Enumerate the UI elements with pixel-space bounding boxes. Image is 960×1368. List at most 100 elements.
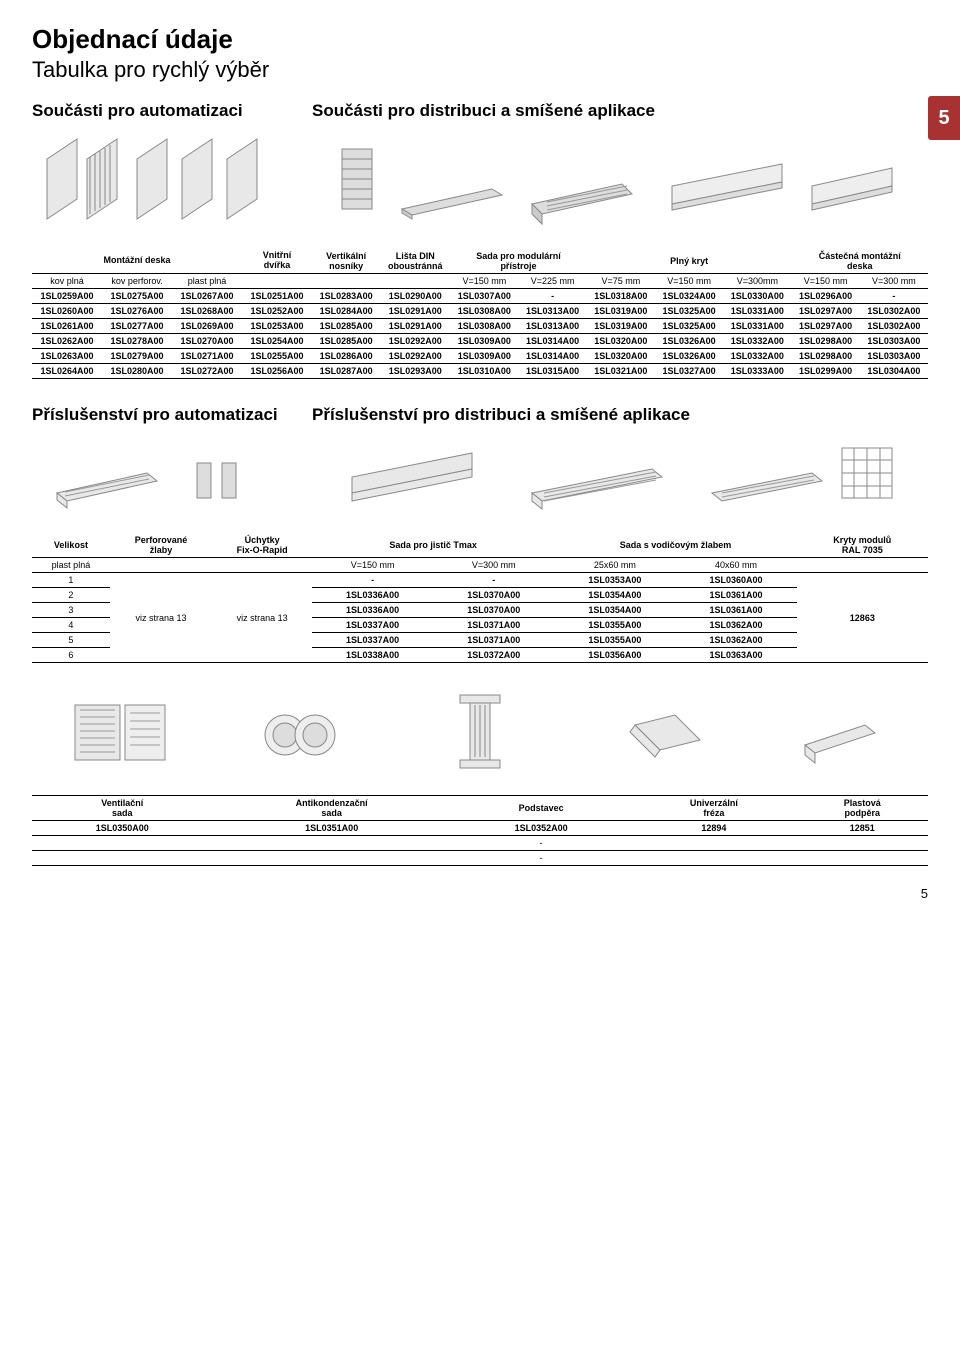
- panels-icon: [37, 129, 307, 239]
- cell: 1SL0309A00: [450, 334, 518, 349]
- lbl: Plastová podpěra: [796, 796, 928, 821]
- subhdr: V=150 mm: [450, 274, 518, 289]
- cell: 1SL0286A00: [312, 349, 380, 364]
- ventilation-icon: [65, 685, 175, 785]
- cell: 1SL0372A00: [433, 648, 554, 663]
- cell: 1SL0285A00: [312, 334, 380, 349]
- cell: 1SL0371A00: [433, 633, 554, 648]
- cell: 1SL0256A00: [242, 363, 312, 378]
- section3: Ventilační sada Antikondenzační sada Pod…: [32, 685, 928, 866]
- subhdr: plast plná: [172, 273, 242, 288]
- section2-right-title: Příslušenství pro distribuci a smíšené a…: [312, 405, 928, 425]
- cell: 1SL0337A00: [312, 618, 433, 633]
- hdr: Sada s vodičovým žlabem: [554, 533, 796, 558]
- hdr: Kryty modulů RAL 7035: [797, 533, 928, 558]
- cell: 1SL0292A00: [380, 334, 450, 349]
- hdr: Sada pro jistič Tmax: [312, 533, 554, 558]
- cell: 1SL0285A00: [312, 319, 380, 334]
- cell: -: [451, 836, 631, 851]
- cell: -: [518, 289, 586, 304]
- cell: 2: [32, 588, 110, 603]
- cell: 1SL0290A00: [380, 289, 450, 304]
- cell: -: [312, 573, 433, 588]
- subhdr: V=75 mm: [587, 274, 655, 289]
- distribution-components-icon: [332, 129, 912, 239]
- plastic-support-icon: [785, 685, 895, 785]
- cell: 1SL0320A00: [587, 349, 655, 364]
- page-title: Objednací údaje: [32, 24, 928, 55]
- cell: 1SL0267A00: [172, 288, 242, 303]
- section1-left-title: Součásti pro automatizaci: [32, 101, 312, 121]
- cell: 1SL0283A00: [312, 289, 380, 304]
- cell: 1SL0325A00: [655, 304, 723, 319]
- cell: 1SL0298A00: [791, 349, 859, 364]
- cell: 1SL0361A00: [675, 603, 796, 618]
- hdr: Sada pro modulární přístroje: [450, 249, 587, 274]
- section3-table: Ventilační sada Antikondenzační sada Pod…: [32, 795, 928, 866]
- subhdr: [380, 274, 450, 289]
- cell: 1SL0252A00: [242, 303, 312, 318]
- lbl: Ventilační sada: [32, 796, 212, 821]
- cell: 1SL0308A00: [450, 319, 518, 334]
- cell: 1SL0303A00: [860, 334, 928, 349]
- cell: 1SL0355A00: [554, 618, 675, 633]
- cell: 1SL0278A00: [102, 333, 172, 348]
- cell: -: [860, 289, 928, 304]
- cell: 1SL0302A00: [860, 319, 928, 334]
- cell: 1SL0272A00: [172, 363, 242, 378]
- cell: 1SL0324A00: [655, 289, 723, 304]
- hdr: Vertikální nosníky: [312, 249, 380, 274]
- cell: 1SL0326A00: [655, 349, 723, 364]
- cell: 1SL0292A00: [380, 349, 450, 364]
- cell: 1SL0331A00: [723, 304, 791, 319]
- accessories-automation-icon: [37, 433, 307, 523]
- cell: 1SL0319A00: [587, 319, 655, 334]
- cell: 1SL0251A00: [242, 288, 312, 303]
- hdr: Perforované žlaby: [110, 533, 212, 558]
- cutter-icon: [605, 685, 715, 785]
- cell: 1SL0360A00: [675, 573, 796, 588]
- cell: viz strana 13: [212, 573, 312, 663]
- page-subtitle: Tabulka pro rychlý výběr: [32, 57, 928, 83]
- cell: 1SL0337A00: [312, 633, 433, 648]
- cell: 1SL0291A00: [380, 304, 450, 319]
- cell: 1SL0279A00: [102, 348, 172, 363]
- subhdr: plast plná: [32, 558, 110, 573]
- cell: 1SL0332A00: [723, 334, 791, 349]
- cell: 1SL0293A00: [380, 364, 450, 379]
- cell: 1SL0275A00: [102, 288, 172, 303]
- cell: 12863: [797, 573, 928, 663]
- cell: 1SL0296A00: [791, 289, 859, 304]
- cell: 1SL0304A00: [860, 364, 928, 379]
- cell: 1SL0362A00: [675, 633, 796, 648]
- subhdr: V=300mm: [723, 274, 791, 289]
- cell: -: [433, 573, 554, 588]
- section2-images: [32, 433, 928, 523]
- cell: 1SL0327A00: [655, 364, 723, 379]
- hdr: Velikost: [32, 533, 110, 558]
- subhdr: 25x60 mm: [554, 558, 675, 573]
- section1-images: [32, 129, 928, 239]
- cell: 1SL0320A00: [587, 334, 655, 349]
- cell: 1SL0330A00: [723, 289, 791, 304]
- hdr: Plný kryt: [587, 249, 792, 274]
- cell: 1SL0332A00: [723, 349, 791, 364]
- subhdr: kov perforov.: [102, 273, 172, 288]
- section2-left-title: Příslušenství pro automatizaci: [32, 405, 312, 425]
- anticondensation-icon: [245, 685, 355, 785]
- cell: 1SL0354A00: [554, 603, 675, 618]
- section3-images: [32, 685, 928, 785]
- section1-titles: Součásti pro automatizaci Součásti pro d…: [32, 101, 928, 121]
- cell: 1SL0260A00: [32, 303, 102, 318]
- cell: 1SL0263A00: [32, 348, 102, 363]
- subhdr: V=150 mm: [655, 274, 723, 289]
- lbl: Antikondenzační sada: [212, 796, 450, 821]
- cell: 1SL0351A00: [212, 821, 450, 836]
- cell: 12851: [796, 821, 928, 836]
- cell: 12894: [631, 821, 796, 836]
- section1-table: Montážní deska Vnitřní dvířka kov plná k…: [32, 249, 928, 379]
- hdr: Úchytky Fix-O-Rapid: [212, 533, 312, 558]
- subhdr: [242, 273, 312, 288]
- cell: 1SL0370A00: [433, 588, 554, 603]
- cell: 1SL0264A00: [32, 363, 102, 378]
